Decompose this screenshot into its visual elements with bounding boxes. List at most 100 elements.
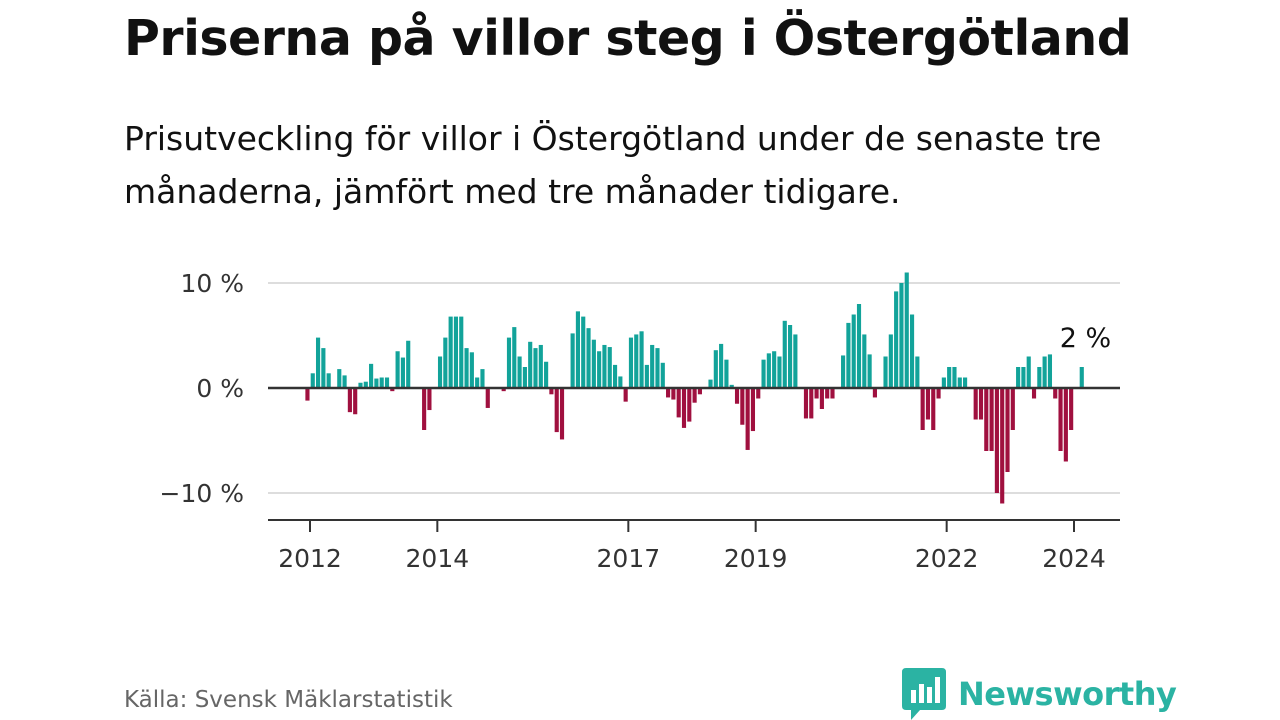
bar-positive bbox=[506, 337, 512, 388]
bar-positive bbox=[851, 314, 856, 388]
bar-positive bbox=[400, 357, 405, 388]
bar-negative bbox=[1053, 388, 1058, 399]
brand-logo[interactable]: Newsworthy bbox=[902, 668, 1177, 720]
bar-positive bbox=[708, 379, 713, 388]
bar-positive bbox=[597, 351, 602, 388]
x-tick-label: 2019 bbox=[724, 544, 788, 573]
bar-negative bbox=[734, 388, 740, 404]
bar-positive bbox=[777, 356, 782, 388]
x-tick-label: 2012 bbox=[278, 544, 342, 573]
bar-positive bbox=[1047, 354, 1053, 388]
bar-negative bbox=[671, 388, 676, 400]
bar-positive bbox=[586, 328, 591, 388]
brand-name: Newsworthy bbox=[958, 675, 1177, 713]
bar-positive bbox=[607, 347, 612, 388]
bar-positive bbox=[602, 344, 607, 388]
bar-positive bbox=[379, 377, 384, 388]
bar-positive bbox=[591, 339, 596, 388]
bar-positive bbox=[909, 314, 915, 388]
bar-negative bbox=[1058, 388, 1063, 451]
bar-positive bbox=[374, 378, 379, 388]
bar-positive bbox=[437, 356, 443, 388]
bar-negative bbox=[994, 388, 999, 493]
bar-positive bbox=[729, 384, 734, 388]
bar-negative bbox=[819, 388, 824, 409]
bar-negative bbox=[750, 388, 756, 432]
bar-positive bbox=[867, 354, 872, 388]
bar-negative bbox=[347, 388, 352, 413]
bar-negative bbox=[676, 388, 681, 418]
bar-positive bbox=[899, 283, 904, 388]
bar-positive bbox=[480, 369, 485, 388]
bar-positive bbox=[639, 331, 644, 388]
bar-positive bbox=[469, 352, 474, 388]
bar-positive bbox=[358, 382, 363, 388]
bar-negative bbox=[925, 388, 931, 420]
bar-positive bbox=[660, 362, 665, 388]
y-tick-label: 10 % bbox=[180, 269, 244, 298]
bar-positive bbox=[342, 375, 347, 388]
bar-positive bbox=[1042, 356, 1047, 388]
bar-negative bbox=[825, 388, 830, 399]
bar-negative bbox=[1000, 388, 1005, 504]
bar-positive bbox=[528, 341, 533, 388]
bar-positive bbox=[1026, 356, 1031, 388]
chart-title: Priserna på villor steg i Östergötland bbox=[124, 10, 1132, 67]
bar-positive bbox=[793, 334, 798, 388]
bar-positive bbox=[517, 356, 522, 388]
bar-negative bbox=[427, 388, 432, 411]
bar-positive bbox=[628, 337, 634, 388]
bar-positive bbox=[326, 373, 331, 388]
bar-positive bbox=[310, 373, 315, 388]
bar-positive bbox=[522, 367, 527, 388]
bar-positive bbox=[957, 377, 962, 388]
bar-negative bbox=[809, 388, 814, 419]
bar-positive bbox=[453, 316, 459, 388]
bar-negative bbox=[687, 388, 692, 422]
chart-subtitle: Prisutveckling för villor i Östergötland… bbox=[124, 119, 1102, 211]
bar-positive bbox=[575, 311, 580, 388]
bar-positive bbox=[761, 359, 766, 388]
bar-negative bbox=[554, 388, 559, 433]
bar-positive bbox=[337, 369, 342, 388]
bar-negative bbox=[681, 388, 687, 428]
bar-positive bbox=[841, 355, 846, 388]
source-note: Källa: Svensk Mäklarstatistik bbox=[124, 687, 453, 713]
x-tick-label: 2024 bbox=[1042, 544, 1106, 573]
bar-positive bbox=[395, 351, 400, 388]
bar-negative bbox=[756, 388, 761, 399]
bar-positive bbox=[915, 356, 920, 388]
bar-negative bbox=[803, 388, 809, 419]
bar-negative bbox=[1005, 388, 1010, 472]
bar-negative bbox=[989, 388, 994, 451]
bar-positive bbox=[862, 334, 867, 388]
bar-positive bbox=[570, 333, 575, 388]
bar-negative bbox=[973, 388, 978, 420]
bar-negative bbox=[1069, 388, 1074, 430]
bar-positive bbox=[952, 367, 957, 388]
bar-positive bbox=[321, 348, 326, 388]
bar-negative bbox=[814, 388, 819, 399]
bar-positive bbox=[581, 316, 586, 388]
bar-positive bbox=[475, 377, 480, 388]
bar-positive bbox=[650, 344, 655, 388]
bar-negative bbox=[830, 388, 835, 399]
bar-positive bbox=[448, 316, 453, 388]
bar-positive bbox=[904, 272, 909, 388]
bar-negative bbox=[1010, 388, 1015, 430]
bar-negative bbox=[501, 388, 506, 392]
bar-positive bbox=[544, 361, 549, 388]
bar-positive bbox=[1079, 367, 1084, 388]
bar-positive bbox=[766, 353, 771, 388]
bar-positive bbox=[618, 376, 623, 388]
bar-positive bbox=[856, 304, 862, 388]
bar-positive bbox=[782, 320, 787, 388]
bar-positive bbox=[512, 327, 517, 388]
bar-positive bbox=[533, 348, 538, 388]
bar-positive bbox=[369, 363, 374, 388]
bar-positive bbox=[384, 377, 390, 388]
bar-negative bbox=[666, 388, 671, 398]
newsworthy-logo-icon bbox=[902, 668, 946, 720]
bar-positive bbox=[443, 337, 448, 388]
